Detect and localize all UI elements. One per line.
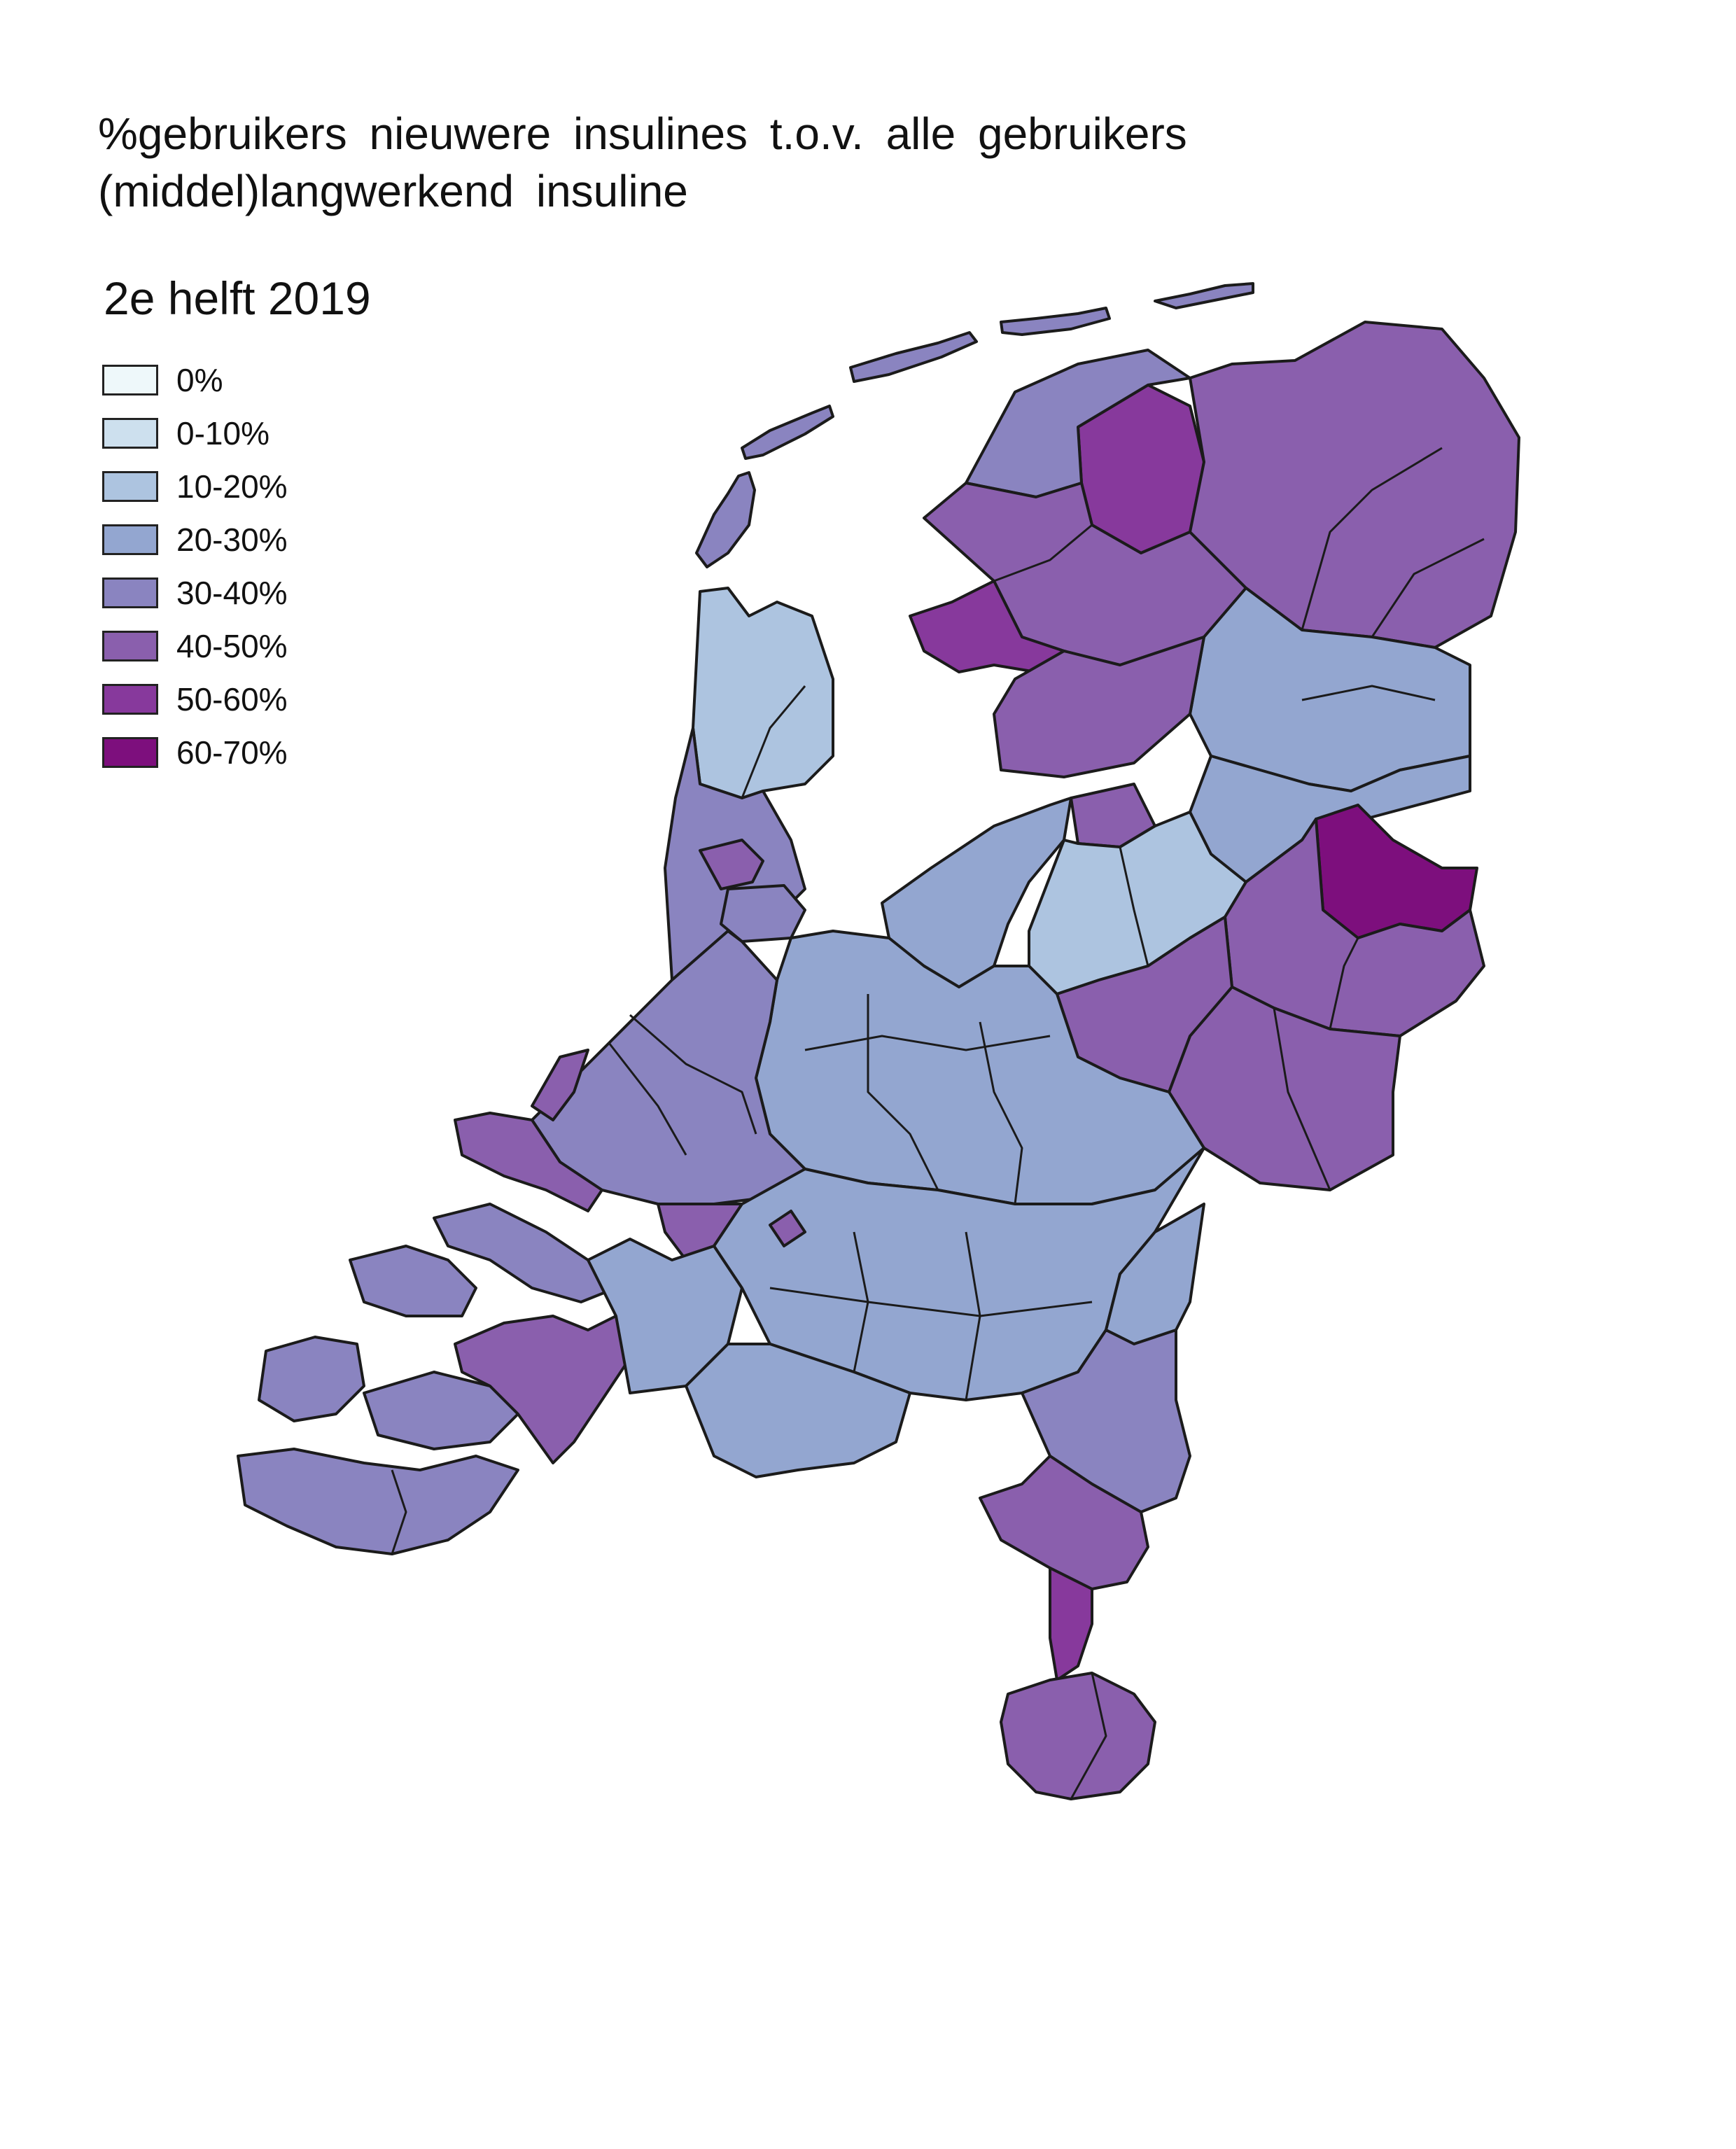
legend-item: 60-70% — [102, 726, 288, 779]
boundary-brabant-mid — [769, 1287, 1093, 1317]
wadden-island-schiermonnikoog — [1154, 282, 1254, 309]
region-noord-holland-noord — [692, 587, 834, 799]
map-period: 2e helft 2019 — [104, 272, 371, 324]
boundary-utrecht-east — [979, 1021, 1023, 1205]
boundary-zeeland — [391, 1469, 407, 1555]
region-west-brabant — [454, 1315, 631, 1464]
boundary-drenthe — [1301, 685, 1436, 701]
legend-item: 20-30% — [102, 513, 288, 566]
region-zeeland-schouwen — [349, 1245, 477, 1317]
wadden-island-texel — [695, 471, 756, 568]
region-midden-limburg — [979, 1455, 1149, 1590]
region-brabant-zuid — [685, 1343, 911, 1478]
legend-label: 30-40% — [176, 575, 288, 611]
legend-item: 10-20% — [102, 460, 288, 513]
legend-swatch — [102, 737, 158, 768]
legend: 0% 0-10% 10-20% 20-30% 30-40% 40-50% 50-… — [102, 354, 288, 779]
legend-swatch — [102, 631, 158, 662]
legend-label: 10-20% — [176, 468, 288, 505]
region-rotterdam — [454, 1112, 603, 1212]
legend-label: 60-70% — [176, 734, 288, 771]
region-brabant-west-midden — [587, 1238, 743, 1394]
region-sittard — [1049, 1567, 1093, 1681]
legend-label: 50-60% — [176, 681, 288, 718]
boundary-utrecht-mid — [804, 1035, 1051, 1051]
legend-label: 0% — [176, 362, 223, 398]
boundary-veluwe — [1119, 846, 1149, 967]
boundary-zuid-holland — [629, 1014, 757, 1135]
region-zeeuws-vlaanderen — [237, 1448, 519, 1555]
region-amsterdam — [720, 884, 806, 943]
wadden-island-ameland — [1000, 307, 1111, 336]
boundary-utrecht — [867, 994, 939, 1191]
legend-label: 20-30% — [176, 522, 288, 558]
region-zaanstreek — [699, 839, 764, 890]
region-zeeland-walcheren — [258, 1336, 365, 1422]
legend-item: 30-40% — [102, 566, 288, 620]
region-zeeland-goeree — [433, 1203, 617, 1303]
boundary-achterhoek — [1273, 1007, 1331, 1191]
boundary-noord-holland — [741, 685, 806, 799]
legend-item: 50-60% — [102, 673, 288, 726]
region-groningen — [1189, 321, 1520, 649]
boundary-groningen-east — [1371, 538, 1485, 638]
legend-swatch — [102, 471, 158, 502]
region-zeeland-bevelanden — [363, 1371, 519, 1450]
boundary-twente — [1329, 937, 1359, 1030]
legend-item: 40-50% — [102, 620, 288, 673]
boundary-groningen — [1301, 447, 1443, 631]
boundary-friesland — [993, 524, 1093, 582]
region-noordoostpolder — [993, 636, 1205, 778]
legend-swatch — [102, 578, 158, 608]
region-zuid-limburg — [1000, 1672, 1156, 1800]
legend-swatch — [102, 524, 158, 555]
legend-item: 0% — [102, 354, 288, 407]
boundary-zuid-holland-west — [608, 1042, 687, 1156]
legend-swatch — [102, 684, 158, 715]
legend-swatch — [102, 418, 158, 449]
wadden-island-vlieland — [741, 405, 834, 460]
legend-item: 0-10% — [102, 407, 288, 460]
legend-label: 0-10% — [176, 415, 270, 451]
legend-label: 40-50% — [176, 628, 288, 664]
legend-swatch — [102, 365, 158, 396]
region-twente-noord — [1315, 804, 1478, 939]
region-den-haag — [531, 1049, 589, 1121]
region-oss-uden — [769, 1210, 806, 1247]
map-title: %gebruikers nieuwere insulines t.o.v. al… — [98, 108, 1187, 216]
boundary-limburg — [1070, 1672, 1107, 1800]
wadden-island-terschelling — [849, 331, 978, 383]
